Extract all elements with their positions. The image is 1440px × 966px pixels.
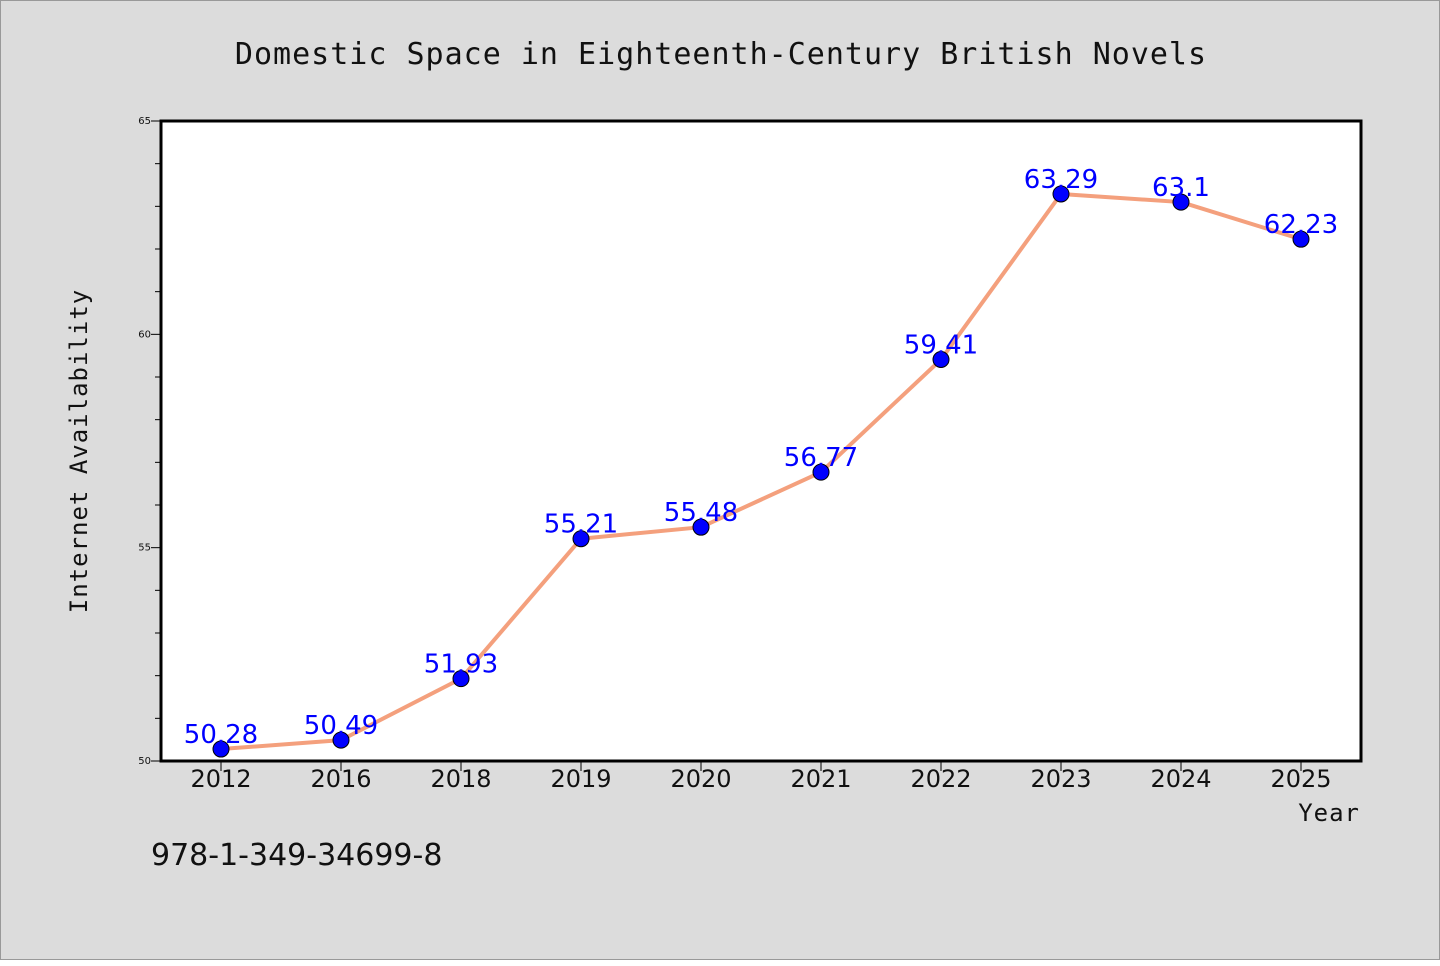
plot-area [159, 119, 1363, 763]
x-tick-label: 2022 [910, 765, 971, 793]
data-point [212, 740, 230, 758]
data-label: 50.28 [184, 720, 258, 750]
data-label: 63.29 [1024, 165, 1098, 195]
data-label: 50.49 [304, 711, 378, 741]
data-point [572, 530, 590, 548]
data-label: 62.23 [1264, 210, 1338, 240]
data-point [1052, 185, 1070, 203]
data-label: 55.21 [544, 510, 618, 540]
data-point [812, 463, 830, 481]
data-label-layer: 50.28 50.49 51.93 55.21 55.48 56.77 59.41 63.29… [184, 165, 1338, 750]
y-tick-label: 65 [138, 116, 151, 127]
data-point [1292, 230, 1310, 248]
x-tick-label: 2019 [550, 765, 611, 793]
x-tick-label: 2018 [430, 765, 491, 793]
x-tick-label: 2021 [790, 765, 851, 793]
data-label: 59.41 [904, 331, 978, 361]
data-point [692, 518, 710, 536]
data-point [1172, 193, 1190, 211]
data-label: 63.1 [1152, 173, 1210, 203]
x-tick-label: 2023 [1030, 765, 1091, 793]
y-axis: 50 55 60 65 [138, 116, 161, 767]
x-axis: 2012 2016 2018 2019 2020 2021 2022 2023 2024 2025 [190, 761, 1332, 793]
isbn-annotation: 978-1-349-34699-8 [151, 838, 442, 873]
chart-title: Domestic Space in Eighteenth-Century Bri… [235, 37, 1207, 72]
series-line [219, 191, 1303, 752]
x-tick-label: 2024 [1150, 765, 1211, 793]
series-layer [212, 185, 1310, 758]
x-tick-label: 2012 [190, 765, 251, 793]
x-tick-label: 2016 [310, 765, 371, 793]
y-axis-title: Internet Availability [65, 289, 93, 613]
data-point [452, 670, 470, 688]
y-tick-label: 50 [138, 756, 151, 767]
x-tick-label: 2025 [1270, 765, 1331, 793]
x-tick-label: 2020 [670, 765, 731, 793]
data-label: 51.93 [424, 650, 498, 680]
y-tick-label: 60 [138, 329, 151, 340]
data-point [932, 351, 950, 369]
x-axis-title: Year [1298, 799, 1360, 827]
data-point [332, 731, 350, 749]
data-label: 55.48 [664, 498, 738, 528]
data-label: 56.77 [784, 443, 858, 473]
y-tick-label: 55 [138, 543, 151, 554]
